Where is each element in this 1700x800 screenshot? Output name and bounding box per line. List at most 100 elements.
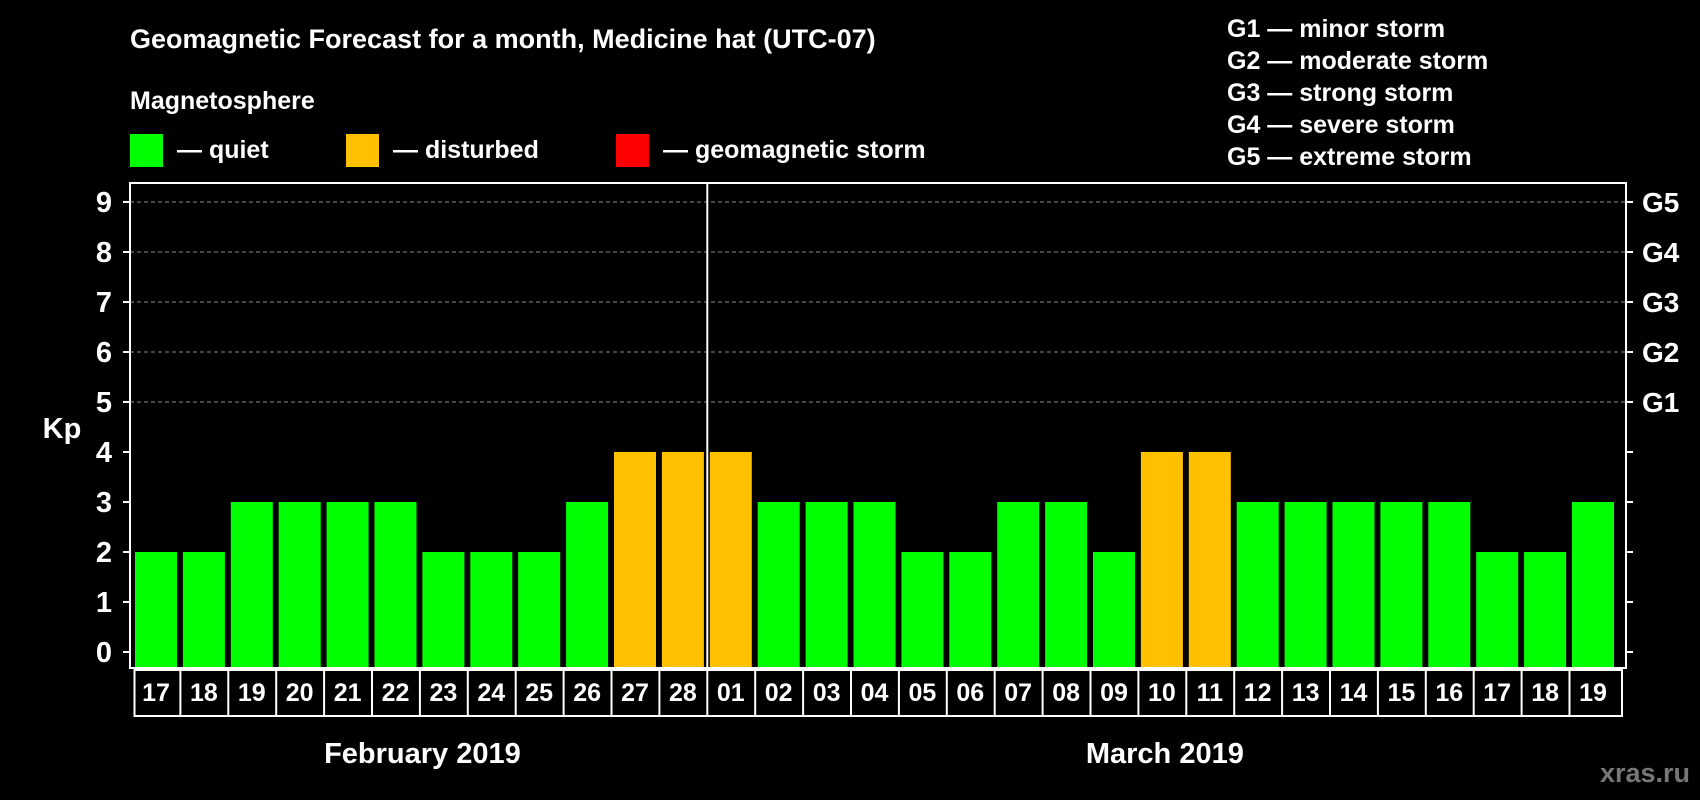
y-tick-label: 8 (96, 237, 112, 269)
legend-label: — disturbed (393, 136, 539, 164)
x-tick-label: 21 (334, 679, 362, 707)
storm-level-label: G3 (1642, 287, 1679, 318)
storm-scale-item: G4 — severe storm (1227, 111, 1455, 139)
x-tick-label: 26 (573, 679, 601, 707)
x-tick-label: 11 (1197, 679, 1224, 707)
legend-swatch (616, 134, 649, 167)
plot-frame (129, 182, 1627, 669)
bar (853, 502, 896, 668)
date-box-frame (133, 669, 1623, 717)
x-tick-label: 12 (1244, 679, 1272, 707)
x-tick-label: 13 (1292, 679, 1320, 707)
x-tick-label: 19 (238, 679, 266, 707)
storm-level-label: G1 (1642, 387, 1679, 418)
storm-scale-item: G2 — moderate storm (1227, 47, 1488, 75)
bar (1428, 502, 1471, 668)
x-tick-label: 24 (477, 679, 505, 707)
bar (1140, 452, 1183, 668)
chart-title: Geomagnetic Forecast for a month, Medici… (130, 24, 876, 54)
x-tick-label: 06 (956, 679, 984, 707)
storm-scale-item: G3 — strong storm (1227, 79, 1453, 107)
x-axis: 17 18 19 20 21 22 23 24 25 26 27 28 01 02 03 04 05 06 07 08… (133, 669, 1623, 717)
storm-scale-item: G5 — extreme storm (1227, 143, 1472, 171)
y-tick-label: 1 (96, 587, 112, 619)
bar (757, 502, 800, 668)
y-tick-label: 2 (96, 537, 112, 569)
bar (1093, 552, 1135, 668)
bars (135, 452, 1614, 668)
bar (135, 552, 177, 668)
bar (374, 502, 417, 668)
y-tick-label: 7 (96, 287, 112, 319)
bar (470, 552, 513, 668)
y-tick-label: 9 (96, 187, 112, 219)
y-tick-label: 0 (96, 637, 112, 669)
storm-scale-legend: G1 — minor storm G2 — moderate storm G3 — … (1227, 15, 1488, 171)
storm-scale-item: G1 — minor storm (1227, 15, 1445, 43)
bar (949, 552, 992, 668)
y-tick-label: 5 (96, 387, 112, 419)
storm-level-label: G5 (1642, 187, 1679, 218)
x-tick-label: 28 (669, 679, 697, 707)
x-tick-label: 10 (1148, 679, 1176, 707)
bar (566, 502, 609, 668)
bar (901, 552, 944, 668)
bar (1572, 502, 1614, 668)
x-tick-label: 18 (190, 679, 218, 707)
bar (1045, 502, 1088, 668)
y-tick-label: 6 (96, 337, 112, 369)
x-tick-label: 23 (429, 679, 457, 707)
legend-swatch (346, 134, 379, 167)
bar (182, 552, 225, 668)
storm-level-label: G4 (1642, 237, 1680, 268)
legend: — quiet — disturbed — geomagnetic storm (130, 134, 926, 167)
watermark: xras.ru (1600, 758, 1690, 788)
bar (805, 502, 848, 668)
bar (326, 502, 369, 668)
x-tick-label: 27 (621, 679, 649, 707)
x-tick-label: 05 (908, 679, 936, 707)
x-tick-label: 22 (382, 679, 410, 707)
x-tick-label: 15 (1387, 679, 1415, 707)
bar (709, 452, 752, 668)
bar (1332, 502, 1375, 668)
x-tick-label: 14 (1340, 679, 1368, 707)
bar (518, 552, 561, 668)
bar (1188, 452, 1231, 668)
x-tick-label: 01 (717, 679, 745, 707)
y-tick-label: 4 (96, 437, 112, 469)
bar (1524, 552, 1567, 668)
bar (997, 502, 1040, 668)
x-tick-label: 17 (142, 679, 170, 707)
y-tick-label: 3 (96, 487, 112, 519)
x-tick-label: 03 (813, 679, 841, 707)
grid (130, 201, 1626, 403)
bar (1236, 502, 1279, 668)
x-tick-label: 09 (1100, 679, 1128, 707)
bar (1380, 502, 1423, 668)
legend-swatch (130, 134, 163, 167)
storm-level-axis: G1 G2 G3 G4 G5 (1642, 187, 1680, 418)
month-labels: February 2019 March 2019 (324, 738, 1244, 770)
bar (614, 452, 656, 668)
x-tick-label: 18 (1531, 679, 1559, 707)
bar (1284, 502, 1327, 668)
x-tick-label: 08 (1052, 679, 1080, 707)
bar (661, 452, 704, 668)
x-tick-label: 25 (525, 679, 553, 707)
bar (278, 502, 321, 668)
x-tick-label: 17 (1483, 679, 1511, 707)
bar (422, 552, 465, 668)
bar (1476, 552, 1519, 668)
y-axis: 0 1 2 3 4 5 6 7 8 9 (96, 187, 1633, 669)
x-tick-label: 04 (861, 679, 889, 707)
legend-label: — geomagnetic storm (663, 136, 926, 164)
storm-level-label: G2 (1642, 337, 1679, 368)
x-tick-label: 16 (1435, 679, 1463, 707)
month-label: March 2019 (1086, 738, 1244, 770)
x-tick-label: 20 (286, 679, 314, 707)
x-tick-label: 19 (1579, 679, 1607, 707)
month-label: February 2019 (324, 738, 521, 770)
x-tick-label: 07 (1004, 679, 1032, 707)
